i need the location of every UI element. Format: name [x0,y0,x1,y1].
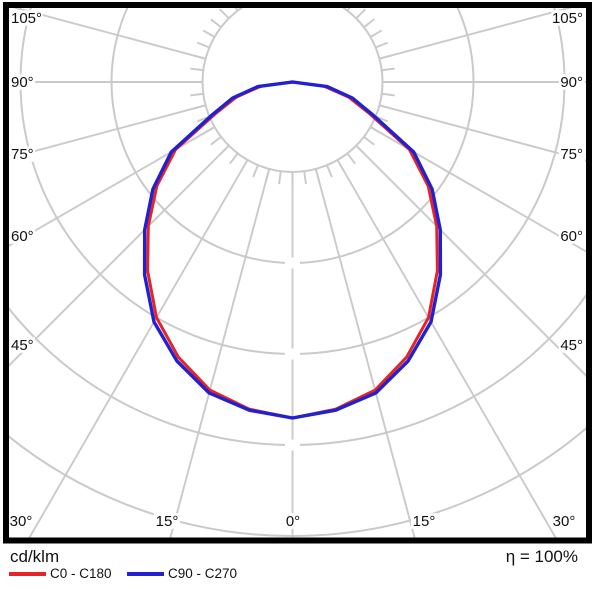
angle-label: 15° [156,513,179,530]
angle-label: 15° [413,513,436,530]
angle-label: 105° [11,10,42,27]
angle-label: 105° [552,10,583,27]
angle-label: 30° [10,513,33,530]
legend-label-c0-c180: C0 - C180 [50,566,112,581]
units-label: cd/klm [10,547,60,566]
legend-label-c90-c270: C90 - C270 [168,566,238,581]
angle-label: 90° [11,74,34,91]
angle-label: 90° [560,74,583,91]
curve-c90-c270 [142,80,443,420]
polar-grid [9,8,586,538]
angle-label: 45° [560,337,583,354]
angle-label: 45° [11,337,34,354]
angle-label: 60° [560,228,583,245]
angle-label: 0° [286,513,300,530]
chart-frame [3,2,592,544]
grid-ticks [189,8,396,185]
angle-label: 75° [560,146,583,163]
legend-swatch-c90-c270-icon [127,572,164,576]
efficiency-label: η = 100% [505,547,578,566]
axis-value-chips [285,257,300,451]
polar-chart: 105° 90° 75° 60° 45° 30° 15° 0° 15° 30° 45° 60° 75° 9… [3,2,592,544]
legend-swatch-c0-c180-icon [9,572,46,576]
angle-labels: 105° 90° 75° 60° 45° 30° 15° 0° 15° 30° 45° 60° 75° 9… [7,10,585,530]
angle-label: 60° [11,228,34,245]
angle-label: 75° [11,146,34,163]
angle-label: 30° [553,513,576,530]
